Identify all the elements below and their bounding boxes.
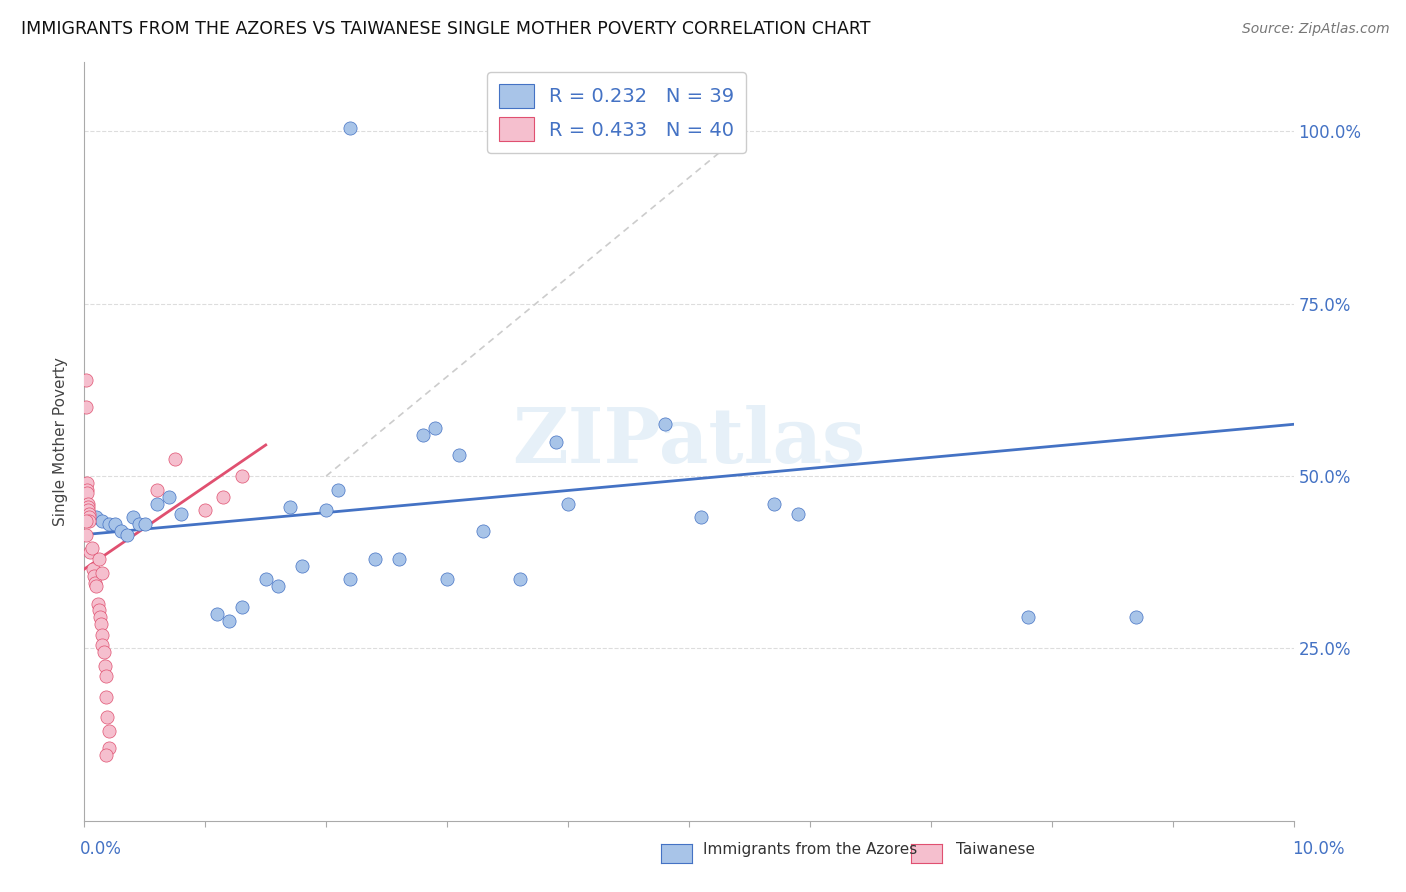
Taiwanese <box>84 575 107 590</box>
Immigrants from the Azores <box>170 507 193 521</box>
Text: IMMIGRANTS FROM THE AZORES VS TAIWANESE SINGLE MOTHER POVERTY CORRELATION CHART: IMMIGRANTS FROM THE AZORES VS TAIWANESE … <box>21 20 870 37</box>
Immigrants from the Azores <box>690 510 713 524</box>
Taiwanese <box>87 551 110 566</box>
Immigrants from the Azores <box>231 599 253 614</box>
Taiwanese <box>90 617 112 632</box>
Immigrants from the Azores <box>472 524 495 538</box>
Immigrants from the Azores <box>157 490 180 504</box>
Taiwanese <box>83 569 105 583</box>
Immigrants from the Azores <box>121 510 143 524</box>
Text: Source: ZipAtlas.com: Source: ZipAtlas.com <box>1241 21 1389 36</box>
Taiwanese <box>76 486 98 500</box>
Text: Immigrants from the Azores: Immigrants from the Azores <box>703 842 917 856</box>
Text: 0.0%: 0.0% <box>80 840 122 858</box>
Taiwanese <box>76 475 98 490</box>
Legend: R = 0.232   N = 39, R = 0.433   N = 40: R = 0.232 N = 39, R = 0.433 N = 40 <box>486 72 747 153</box>
Taiwanese <box>76 483 98 497</box>
Taiwanese <box>94 690 117 704</box>
Taiwanese <box>94 748 117 763</box>
Taiwanese <box>91 566 114 580</box>
Immigrants from the Azores <box>557 497 579 511</box>
Taiwanese <box>89 610 111 624</box>
Taiwanese <box>96 710 118 724</box>
Immigrants from the Azores <box>278 500 301 514</box>
Taiwanese <box>94 658 117 673</box>
Taiwanese <box>91 627 114 641</box>
Immigrants from the Azores <box>786 507 808 521</box>
Taiwanese <box>75 514 97 528</box>
Taiwanese <box>80 541 103 556</box>
Taiwanese <box>77 497 100 511</box>
Taiwanese <box>97 741 120 756</box>
Immigrants from the Azores <box>104 517 127 532</box>
Taiwanese <box>77 500 100 514</box>
Immigrants from the Azores <box>110 524 132 538</box>
Immigrants from the Azores <box>339 120 361 135</box>
Taiwanese <box>77 510 100 524</box>
Immigrants from the Azores <box>207 607 229 621</box>
Taiwanese <box>86 597 108 611</box>
Taiwanese <box>79 545 101 559</box>
Immigrants from the Azores <box>762 497 785 511</box>
Immigrants from the Azores <box>328 483 350 497</box>
Immigrants from the Azores <box>544 434 567 449</box>
Immigrants from the Azores <box>315 503 337 517</box>
Immigrants from the Azores <box>267 579 290 593</box>
Taiwanese <box>86 579 108 593</box>
Immigrants from the Azores <box>509 573 531 587</box>
Taiwanese <box>165 451 187 466</box>
Immigrants from the Azores <box>128 517 150 532</box>
Text: Taiwanese: Taiwanese <box>956 842 1035 856</box>
Immigrants from the Azores <box>86 510 108 524</box>
Immigrants from the Azores <box>146 497 169 511</box>
Taiwanese <box>77 514 100 528</box>
Immigrants from the Azores <box>291 558 314 573</box>
Immigrants from the Azores <box>339 573 361 587</box>
Immigrants from the Azores <box>654 417 676 432</box>
Text: ZIPatlas: ZIPatlas <box>512 405 866 478</box>
Text: 10.0%: 10.0% <box>1292 840 1346 858</box>
Taiwanese <box>231 469 253 483</box>
Taiwanese <box>97 724 120 739</box>
Taiwanese <box>91 638 114 652</box>
Taiwanese <box>93 645 115 659</box>
Immigrants from the Azores <box>449 448 471 462</box>
Taiwanese <box>75 400 97 414</box>
Taiwanese <box>82 562 104 576</box>
Immigrants from the Azores <box>412 427 434 442</box>
Taiwanese <box>146 483 169 497</box>
Immigrants from the Azores <box>423 421 446 435</box>
Taiwanese <box>87 603 110 617</box>
Immigrants from the Azores <box>97 517 120 532</box>
Taiwanese <box>75 527 97 541</box>
Immigrants from the Azores <box>436 573 458 587</box>
Taiwanese <box>77 507 100 521</box>
Taiwanese <box>94 669 117 683</box>
Immigrants from the Azores <box>1017 610 1039 624</box>
Y-axis label: Single Mother Poverty: Single Mother Poverty <box>53 357 69 526</box>
Immigrants from the Azores <box>1125 610 1147 624</box>
Immigrants from the Azores <box>134 517 156 532</box>
Immigrants from the Azores <box>91 514 114 528</box>
Immigrants from the Azores <box>388 551 411 566</box>
Taiwanese <box>75 372 97 386</box>
Taiwanese <box>194 503 217 517</box>
Immigrants from the Azores <box>115 527 138 541</box>
Taiwanese <box>77 503 100 517</box>
Immigrants from the Azores <box>218 614 240 628</box>
Immigrants from the Azores <box>254 573 277 587</box>
Immigrants from the Azores <box>363 551 385 566</box>
Taiwanese <box>212 490 235 504</box>
